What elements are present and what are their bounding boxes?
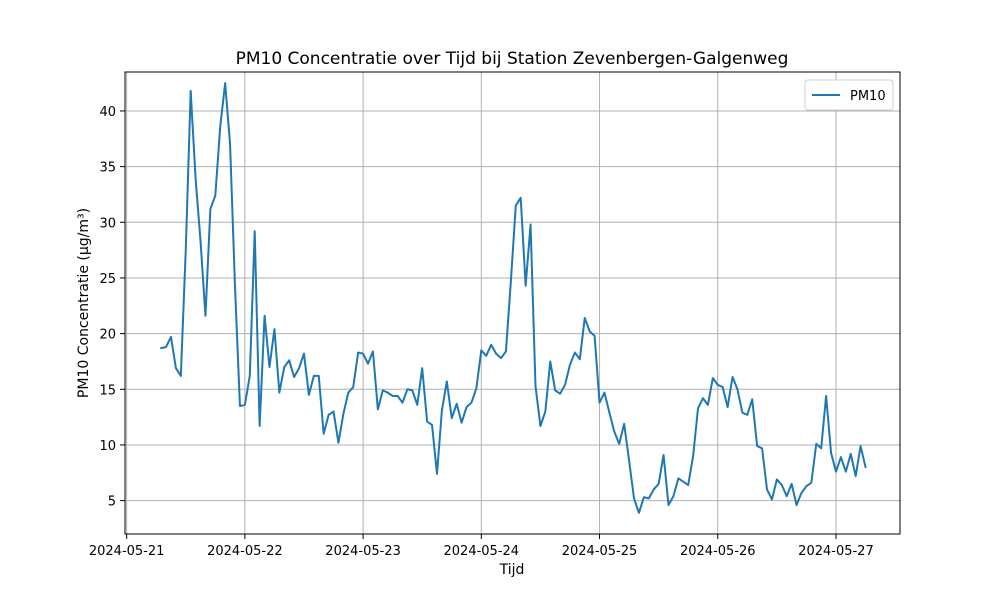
legend: PM10 <box>804 79 894 111</box>
legend-label-pm10: PM10 <box>850 89 886 104</box>
y-tick-label: 40 <box>99 105 116 120</box>
series-line-pm10 <box>160 82 867 514</box>
chart-title: PM10 Concentratie over Tijd bij Station … <box>236 49 789 69</box>
y-tick-label: 10 <box>99 439 116 454</box>
x-axis-ticks: 2024-05-21 2024-05-22 2024-05-23 2024-05-24… <box>89 534 874 559</box>
y-axis-ticks: 5 10 15 20 25 30 35 40 <box>99 105 125 510</box>
x-tick-label: 2024-05-26 <box>680 544 756 559</box>
grid <box>125 72 900 534</box>
legend-box <box>804 79 894 111</box>
y-tick-label: 20 <box>99 328 116 343</box>
plot-area <box>160 82 867 514</box>
y-tick-label: 15 <box>99 383 116 398</box>
y-axis-title: PM10 Concentratie (µg/m³) <box>76 208 92 398</box>
y-tick-label: 30 <box>99 216 116 231</box>
axes-frame <box>124 71 901 535</box>
x-tick-label: 2024-05-22 <box>207 544 283 559</box>
y-tick-label: 5 <box>108 495 116 510</box>
x-tick-label: 2024-05-24 <box>444 544 520 559</box>
x-axis-title: Tijd <box>499 562 525 578</box>
x-tick-label: 2024-05-21 <box>89 544 165 559</box>
y-tick-label: 35 <box>99 161 116 176</box>
x-tick-label: 2024-05-27 <box>798 544 874 559</box>
x-tick-label: 2024-05-25 <box>562 544 638 559</box>
x-tick-label: 2024-05-23 <box>325 544 401 559</box>
y-tick-label: 25 <box>99 272 116 287</box>
